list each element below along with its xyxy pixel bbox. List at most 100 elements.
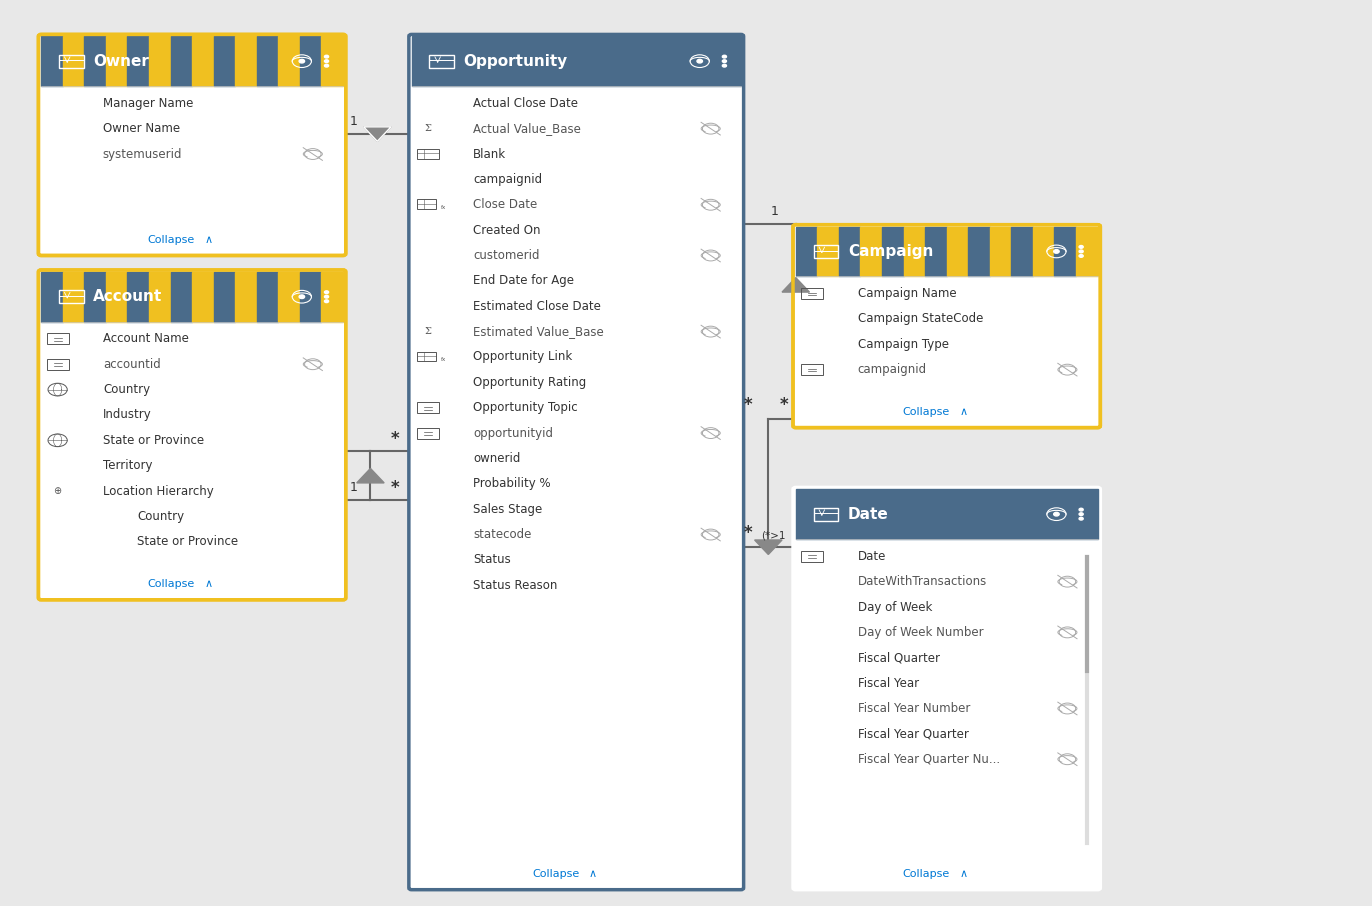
Text: Status Reason: Status Reason: [473, 579, 557, 592]
Bar: [417, 352, 436, 361]
Text: Fiscal Year Quarter: Fiscal Year Quarter: [858, 728, 969, 740]
Text: statecode: statecode: [473, 528, 532, 541]
Text: Σ: Σ: [424, 327, 432, 336]
Bar: [417, 402, 439, 413]
Bar: [47, 359, 69, 370]
Text: End Date for Age: End Date for Age: [473, 275, 575, 287]
Circle shape: [723, 64, 727, 67]
Bar: [796, 489, 1098, 539]
Bar: [412, 36, 741, 86]
FancyBboxPatch shape: [793, 487, 1100, 890]
Bar: [417, 199, 436, 209]
Bar: [321, 36, 343, 86]
Text: systemuserid: systemuserid: [103, 148, 182, 160]
Bar: [170, 272, 192, 322]
Bar: [801, 364, 823, 375]
Bar: [214, 36, 235, 86]
Bar: [59, 54, 84, 68]
Bar: [904, 226, 925, 276]
Circle shape: [299, 60, 305, 63]
Text: State or Province: State or Province: [103, 434, 204, 447]
Text: *: *: [391, 479, 399, 496]
Bar: [417, 149, 439, 159]
Text: Estimated Close Date: Estimated Close Date: [473, 300, 601, 313]
Text: accountid: accountid: [103, 358, 161, 371]
Bar: [860, 226, 882, 276]
Circle shape: [325, 55, 329, 58]
Polygon shape: [782, 277, 809, 292]
Circle shape: [1078, 517, 1084, 520]
Text: *: *: [779, 397, 788, 414]
Bar: [417, 428, 439, 439]
Text: ∧: ∧: [204, 235, 213, 246]
Bar: [947, 226, 969, 276]
FancyBboxPatch shape: [38, 270, 346, 600]
Text: Campaign Type: Campaign Type: [858, 338, 948, 351]
Text: Fiscal Year Quarter Nu...: Fiscal Year Quarter Nu...: [858, 753, 1000, 766]
Text: Actual Close Date: Actual Close Date: [473, 97, 579, 110]
Text: fx: fx: [440, 357, 446, 362]
Text: ownerid: ownerid: [473, 452, 521, 465]
Text: Collapse: Collapse: [148, 579, 195, 590]
Bar: [838, 226, 860, 276]
Bar: [63, 36, 84, 86]
Bar: [128, 36, 150, 86]
Bar: [300, 272, 321, 322]
Bar: [192, 272, 214, 322]
Circle shape: [1054, 249, 1059, 253]
Text: Account Name: Account Name: [103, 333, 189, 345]
Bar: [1076, 226, 1098, 276]
Circle shape: [723, 55, 727, 58]
Text: DateWithTransactions: DateWithTransactions: [858, 575, 986, 588]
Bar: [814, 245, 838, 258]
Bar: [41, 272, 63, 322]
Bar: [818, 226, 838, 276]
Text: Status: Status: [473, 554, 512, 566]
Text: Blank: Blank: [473, 148, 506, 160]
Bar: [989, 226, 1011, 276]
Circle shape: [1078, 508, 1084, 511]
Bar: [41, 36, 63, 86]
Text: campaignid: campaignid: [473, 173, 542, 186]
Text: Collapse: Collapse: [532, 869, 579, 880]
Text: Day of Week Number: Day of Week Number: [858, 626, 984, 639]
Circle shape: [1078, 246, 1084, 248]
Text: Country: Country: [103, 383, 150, 396]
Text: Opportunity Link: Opportunity Link: [473, 351, 572, 363]
Text: Actual Value_Base: Actual Value_Base: [473, 122, 582, 135]
Text: *: *: [744, 525, 752, 542]
Text: State or Province: State or Province: [137, 535, 239, 548]
Text: Fiscal Year: Fiscal Year: [858, 677, 919, 689]
Bar: [814, 507, 838, 521]
Bar: [63, 272, 84, 322]
Polygon shape: [364, 127, 391, 141]
Bar: [106, 36, 128, 86]
Bar: [59, 290, 84, 304]
Circle shape: [325, 295, 329, 298]
Bar: [84, 272, 106, 322]
Text: Estimated Value_Base: Estimated Value_Base: [473, 325, 604, 338]
Text: 1: 1: [771, 205, 779, 217]
Text: *: *: [744, 397, 752, 414]
Circle shape: [325, 60, 329, 63]
FancyBboxPatch shape: [793, 225, 1100, 428]
Text: Manager Name: Manager Name: [103, 97, 193, 110]
Text: Close Date: Close Date: [473, 198, 538, 211]
Text: Date: Date: [848, 506, 889, 522]
Text: ∧: ∧: [589, 869, 597, 880]
Text: Location Hierarchy: Location Hierarchy: [103, 485, 214, 497]
Bar: [279, 272, 300, 322]
Text: Collapse: Collapse: [903, 869, 949, 880]
Text: Territory: Territory: [103, 459, 152, 472]
Circle shape: [325, 64, 329, 67]
Bar: [882, 226, 904, 276]
Circle shape: [697, 60, 702, 63]
Text: Probability %: Probability %: [473, 477, 552, 490]
Bar: [969, 226, 989, 276]
Text: campaignid: campaignid: [858, 363, 926, 376]
Circle shape: [1054, 513, 1059, 516]
Bar: [1011, 226, 1033, 276]
Text: customerid: customerid: [473, 249, 539, 262]
Bar: [84, 36, 106, 86]
Text: Fiscal Year Number: Fiscal Year Number: [858, 702, 970, 715]
